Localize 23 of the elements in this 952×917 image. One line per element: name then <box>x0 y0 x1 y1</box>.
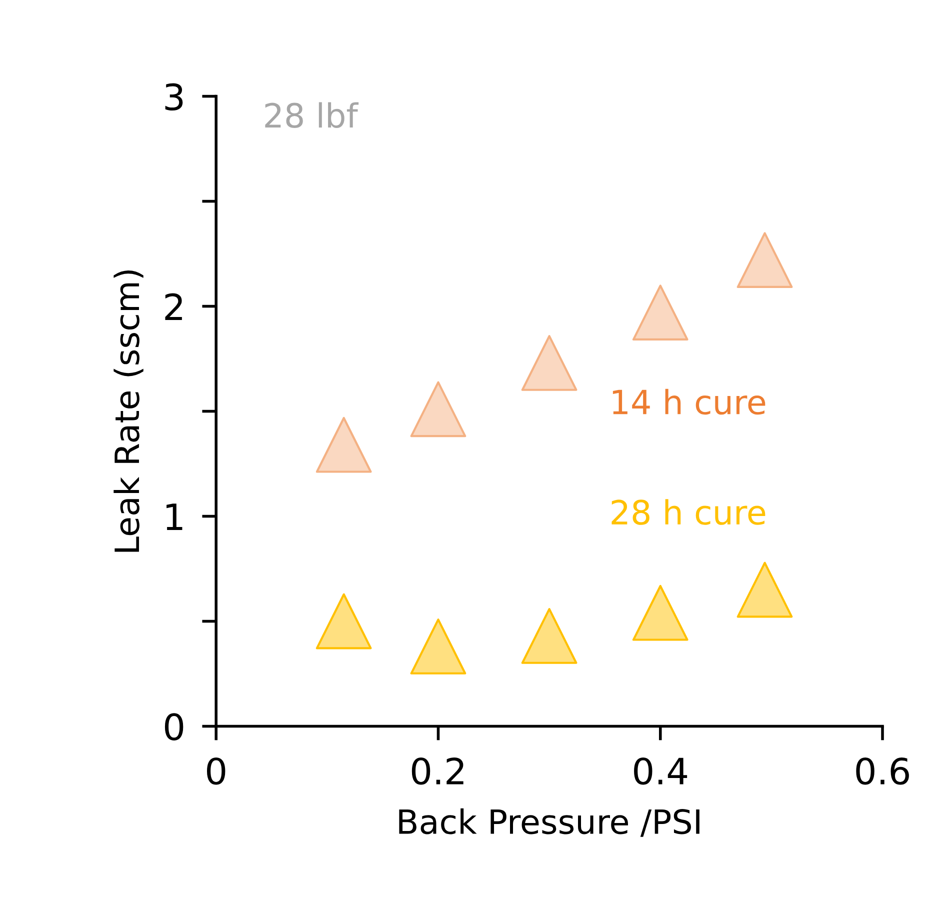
x-tick-label: 0.4 <box>634 757 688 785</box>
point <box>521 608 578 664</box>
series-label: 28 h cure <box>612 499 766 525</box>
point <box>410 381 466 438</box>
point <box>632 584 688 641</box>
y-tick-label: 1 <box>166 504 182 530</box>
x-axis-title: Back Pressure /PSI <box>399 808 700 837</box>
point <box>736 232 793 288</box>
point <box>316 416 372 473</box>
point <box>410 618 466 674</box>
x-tick-label: 0.6 <box>856 757 909 785</box>
annotation: 28 lbf <box>265 102 359 128</box>
point <box>632 284 688 341</box>
series-label: 14 h cure <box>612 388 766 415</box>
y-tick-label: 2 <box>165 293 182 320</box>
point <box>736 562 793 618</box>
point <box>316 593 372 650</box>
y-tick-label: 3 <box>165 83 183 111</box>
point <box>521 335 578 391</box>
x-tick-label: 0 <box>206 757 226 785</box>
y-axis-title: Leak Rate (sscm) <box>114 270 144 552</box>
y-tick-label: 0 <box>164 713 184 740</box>
x-tick-label: 0.2 <box>412 757 464 785</box>
